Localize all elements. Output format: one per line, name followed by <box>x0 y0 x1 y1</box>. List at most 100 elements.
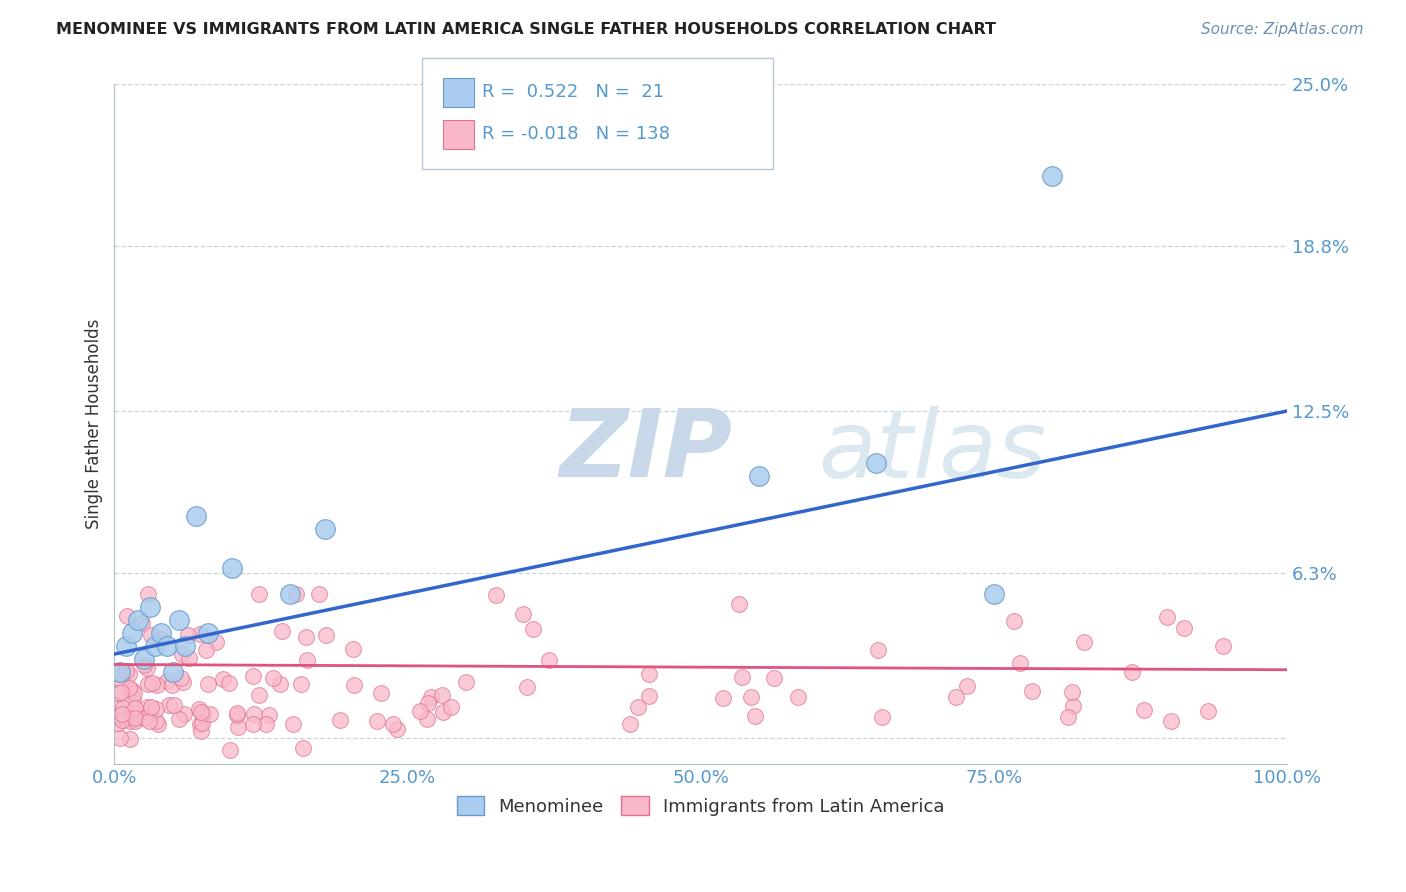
Point <box>370 686 392 700</box>
Point <box>1004 615 1026 629</box>
Text: MENOMINEE VS IMMIGRANTS FROM LATIN AMERICA SINGLE FATHER HOUSEHOLDS CORRELATION : MENOMINEE VS IMMIGRANTS FROM LATIN AMERI… <box>56 22 997 37</box>
Point <box>1212 639 1234 653</box>
Point <box>242 717 264 731</box>
Point <box>284 587 307 601</box>
Point <box>382 717 405 731</box>
Point <box>315 628 337 642</box>
Point <box>157 698 180 713</box>
Point <box>110 684 132 698</box>
Point <box>138 587 160 601</box>
Point <box>1057 710 1080 724</box>
Point <box>1156 609 1178 624</box>
Point <box>516 680 538 694</box>
Point <box>122 711 145 725</box>
Point <box>124 714 146 728</box>
Point <box>156 639 179 653</box>
Point <box>117 666 139 681</box>
Point <box>226 720 249 734</box>
Point <box>430 688 453 702</box>
Point <box>107 701 129 715</box>
Point <box>1121 665 1143 679</box>
Point <box>269 677 291 691</box>
Point <box>522 622 544 636</box>
Point <box>122 691 145 706</box>
Point <box>328 713 350 727</box>
Point <box>145 714 167 729</box>
Point <box>419 690 441 704</box>
Point <box>197 626 219 640</box>
Point <box>259 707 281 722</box>
Point <box>160 678 183 692</box>
Point <box>211 672 233 686</box>
Point <box>108 731 131 745</box>
Point <box>744 709 766 723</box>
Point <box>107 715 129 730</box>
Point <box>132 652 155 666</box>
Point <box>177 628 200 642</box>
Point <box>135 699 157 714</box>
Point <box>1010 656 1032 670</box>
Point <box>868 643 890 657</box>
Point <box>149 632 172 647</box>
Point <box>1073 635 1095 649</box>
Point <box>711 691 734 706</box>
Point <box>637 689 659 703</box>
Point <box>188 716 211 731</box>
Point <box>138 706 160 720</box>
Point <box>120 732 142 747</box>
Point <box>112 710 135 724</box>
Point <box>1160 714 1182 728</box>
Point <box>728 597 751 611</box>
Point <box>115 664 138 678</box>
Point <box>416 696 439 710</box>
Point <box>131 616 153 631</box>
Point <box>108 709 131 723</box>
Point <box>134 711 156 725</box>
Point <box>278 587 301 601</box>
Point <box>218 676 240 690</box>
Point <box>1197 704 1219 718</box>
Point <box>177 651 200 665</box>
Point <box>512 607 534 621</box>
Point <box>141 675 163 690</box>
Point <box>254 717 277 731</box>
Point <box>141 699 163 714</box>
Point <box>124 700 146 714</box>
Point <box>191 716 214 731</box>
Text: Source: ZipAtlas.com: Source: ZipAtlas.com <box>1201 22 1364 37</box>
Point <box>198 706 221 721</box>
Point <box>221 561 243 575</box>
Point <box>191 706 214 721</box>
Point <box>186 508 208 523</box>
Point <box>748 469 770 483</box>
Text: ZIP: ZIP <box>560 405 733 498</box>
Point <box>190 724 212 739</box>
Point <box>342 642 364 657</box>
Point <box>627 700 650 714</box>
Point <box>194 643 217 657</box>
Point <box>125 706 148 721</box>
Point <box>120 714 142 728</box>
Point <box>110 665 132 680</box>
Point <box>110 673 132 688</box>
Point <box>295 631 318 645</box>
Point <box>247 587 270 601</box>
Point <box>150 626 173 640</box>
Point <box>865 456 887 470</box>
Point <box>163 698 186 712</box>
Point <box>190 705 212 719</box>
Point <box>187 702 209 716</box>
Point <box>456 675 478 690</box>
Text: R = -0.018   N = 138: R = -0.018 N = 138 <box>482 125 671 143</box>
Point <box>167 613 190 627</box>
Point <box>197 677 219 691</box>
Point <box>283 716 305 731</box>
Point <box>787 690 810 705</box>
Point <box>118 681 141 695</box>
Point <box>225 707 247 722</box>
Point <box>1062 698 1084 713</box>
Point <box>145 702 167 716</box>
Point <box>485 588 508 602</box>
Point <box>172 675 194 690</box>
Point <box>148 716 170 731</box>
